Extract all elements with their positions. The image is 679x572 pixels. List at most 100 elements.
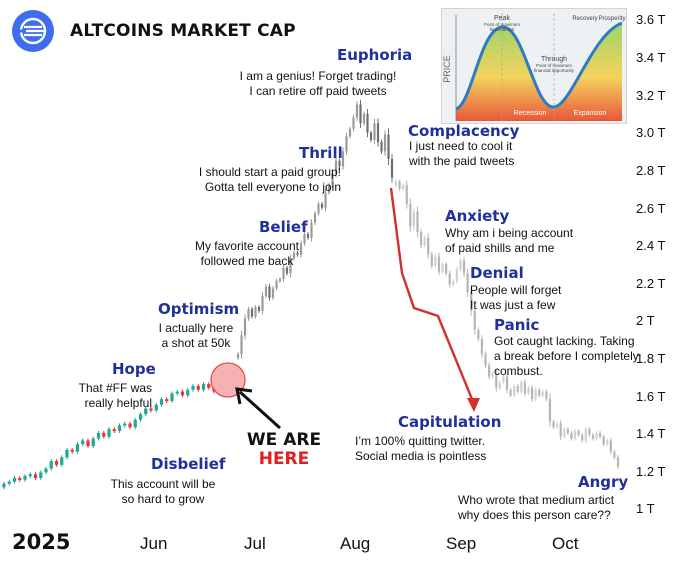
candle xyxy=(402,185,405,189)
inset-trough-sub-2: financial opportunity xyxy=(534,68,575,73)
stage-anxiety-text: Why am i being account of paid shills and… xyxy=(445,226,574,255)
stage-belief-title: Belief xyxy=(259,218,308,236)
candle xyxy=(552,421,555,428)
candle xyxy=(352,117,355,129)
candle xyxy=(81,440,85,445)
candle xyxy=(419,232,423,246)
candle xyxy=(345,136,348,152)
ytick-2t: 2 T xyxy=(636,313,655,328)
candle xyxy=(207,384,211,388)
candle xyxy=(39,472,43,478)
candle xyxy=(149,408,153,411)
candle xyxy=(441,263,444,272)
candle xyxy=(107,429,111,437)
candle xyxy=(581,434,584,441)
stage-optimism-title: Optimism xyxy=(158,300,240,318)
stage-panic-text: Got caught lacking. Taking a break before… xyxy=(494,334,639,378)
candle xyxy=(292,252,296,259)
candle xyxy=(320,203,324,208)
candle xyxy=(117,425,122,432)
candle xyxy=(289,258,292,274)
xtick-oct: Oct xyxy=(552,534,579,553)
inset-peak-sub-1: Point of maximum xyxy=(484,22,520,27)
stage-complacency-title: Complacency xyxy=(408,122,520,140)
candle xyxy=(548,399,552,422)
stage-belief-text: My favorite account followed me back xyxy=(194,239,300,268)
candle xyxy=(191,385,195,390)
stage-denial-title: Denial xyxy=(470,264,524,282)
candle xyxy=(264,286,268,296)
inset-trough: Through xyxy=(541,56,567,63)
candle xyxy=(70,449,74,452)
stage-denial-text: People will forget It was just a few xyxy=(470,283,562,312)
ytick-3-2t: 3.2 T xyxy=(636,88,666,103)
candle xyxy=(186,389,190,396)
chart-title: ALTCOINS MARKET CAP xyxy=(70,21,296,41)
candle xyxy=(102,432,106,437)
candle xyxy=(516,385,519,392)
candle xyxy=(18,477,22,480)
candle xyxy=(541,391,544,396)
candle xyxy=(491,372,494,377)
candle xyxy=(380,141,383,152)
inset-peak: Peak xyxy=(494,15,510,22)
candle xyxy=(602,436,605,445)
candle xyxy=(598,432,602,437)
candle xyxy=(154,404,158,411)
candle xyxy=(591,434,595,439)
candle xyxy=(530,387,534,400)
inset-ylabel: PRICE xyxy=(442,55,452,83)
candle xyxy=(133,419,137,428)
candle xyxy=(296,252,299,255)
candle xyxy=(538,389,541,396)
candle xyxy=(405,185,408,204)
candle xyxy=(331,173,334,186)
xtick-sep: Sep xyxy=(446,534,477,553)
candle xyxy=(509,389,512,396)
candle xyxy=(299,243,303,255)
here-label: HERE xyxy=(258,449,310,469)
candle xyxy=(247,309,250,319)
year-label: 2025 xyxy=(12,530,71,554)
candle xyxy=(570,432,573,439)
candle xyxy=(91,438,95,447)
candle xyxy=(257,307,261,311)
candle xyxy=(383,134,387,152)
candle xyxy=(65,449,69,458)
ytick-2-2t: 2.2 T xyxy=(636,276,666,291)
candle xyxy=(459,260,462,270)
candle xyxy=(338,160,341,167)
xtick-jun: Jun xyxy=(140,534,168,553)
candle xyxy=(240,335,243,355)
ytick-1-6t: 1.6 T xyxy=(636,389,666,404)
candle xyxy=(527,387,530,394)
ytick-2-6t: 2.6 T xyxy=(636,201,666,216)
inset-trough-sub-1: Point of maximum xyxy=(536,63,572,68)
candle xyxy=(317,203,320,214)
candle xyxy=(278,279,282,282)
stage-euphoria-title: Euphoria xyxy=(337,46,413,64)
candle xyxy=(409,203,412,227)
candle xyxy=(306,233,310,238)
xtick-aug: Aug xyxy=(340,534,371,553)
stage-disbelief-text: This account will be so hard to grow xyxy=(110,477,216,506)
we-are-here-callout: WE ARE HERE xyxy=(246,431,322,469)
candle xyxy=(556,423,559,428)
candle xyxy=(423,237,426,246)
candle xyxy=(412,211,416,227)
stage-angry-title: Angry xyxy=(578,473,629,491)
candle xyxy=(448,273,451,285)
candle xyxy=(23,476,27,480)
candle xyxy=(348,128,352,137)
candle xyxy=(310,222,313,238)
capitulation-arrow-line xyxy=(389,187,476,405)
inset-recovery: Recovery xyxy=(572,16,597,22)
candle xyxy=(470,292,473,311)
candle xyxy=(362,113,366,124)
candle xyxy=(480,339,484,355)
candle xyxy=(513,385,516,396)
candle xyxy=(175,391,179,394)
candle xyxy=(285,267,289,274)
candle xyxy=(54,461,59,465)
